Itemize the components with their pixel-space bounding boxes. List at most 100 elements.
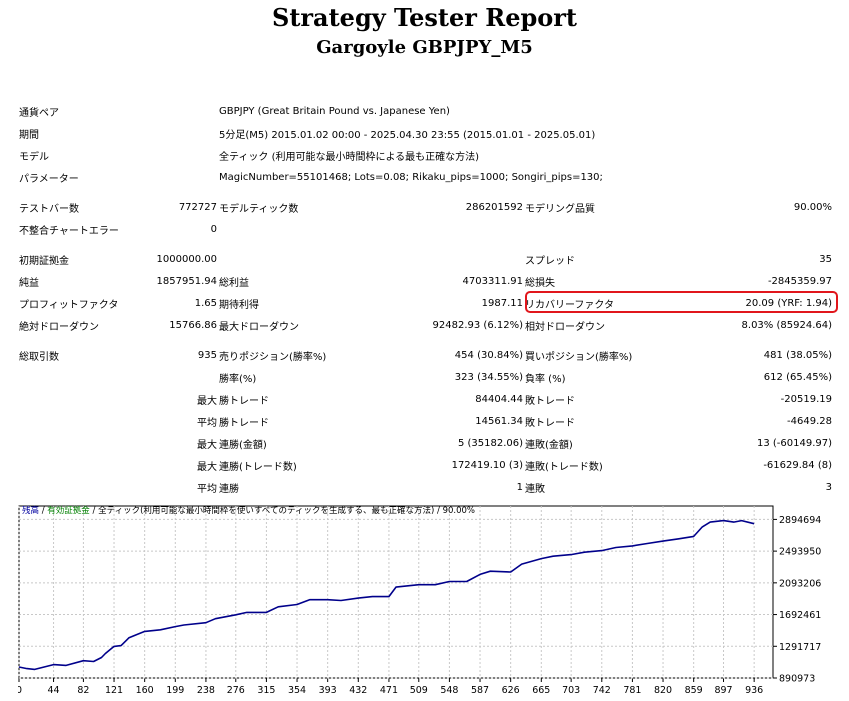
info-row-period: 期間 5分足(M5) 2015.01.02 00:00 - 2025.04.30…: [18, 122, 833, 144]
x-tick-label: 315: [257, 685, 275, 695]
info-row-model: モデル 全ティック (利用可能な最小時間枠による最も正確な方法): [18, 144, 833, 166]
consecutive-losses-amount-value: 13 (-60149.97): [756, 437, 832, 449]
stats-row-trades: 総取引数 935 売りポジション(勝率%) 454 (30.84%) 買いポジシ…: [18, 344, 833, 366]
x-tick-label: 238: [197, 685, 215, 695]
legend-separator: /: [434, 506, 443, 516]
max-consecutive-word: 最大: [197, 439, 217, 451]
model-label: モデル: [19, 151, 49, 163]
chart-legend: 残高 / 有効証拠金 / 全ティック(利用可能な最小時間枠を使いすべてのティック…: [22, 505, 475, 517]
x-tick-label: 393: [319, 685, 337, 695]
x-tick-label: 509: [410, 685, 428, 695]
y-tick-label: 2493950: [779, 547, 821, 558]
stats-row-mismatch: 不整合チャートエラー 0: [18, 218, 833, 240]
y-tick-label: 2894694: [779, 515, 821, 526]
spread-label: スプレッド: [525, 255, 575, 267]
spread-value: 35: [819, 253, 832, 265]
symbol-value: GBPJPY (Great Britain Pound vs. Japanese…: [219, 105, 450, 117]
y-tick-label: 2093206: [779, 578, 821, 589]
recovery-factor-value: 20.09 (YRF: 1.94): [745, 297, 832, 309]
average-consecutive-word: 平均: [197, 483, 217, 495]
legend-model: 全ティック(利用可能な最小時間枠を使いすべてのティックを生成する、最も正確な方法…: [98, 506, 435, 516]
balance-chart: 0 44 82 121 160 199 238 276 315 354 393 432 471 509 54…: [18, 505, 821, 695]
x-tick-label: 859: [685, 685, 703, 695]
legend-separator: /: [39, 506, 48, 516]
max-consecutive-count-word: 最大: [197, 461, 217, 473]
largest-word: 最大: [197, 395, 217, 407]
x-tick-label: 0: [18, 685, 22, 695]
average-win-label: 勝トレード: [219, 417, 269, 429]
expected-payoff-value: 1987.11: [481, 297, 523, 309]
consecutive-losses-count-value: -61629.84 (8): [763, 459, 832, 471]
x-tick-label: 897: [714, 685, 732, 695]
deposit-label: 初期証拠金: [19, 255, 69, 267]
x-tick-label: 820: [654, 685, 672, 695]
x-tick-label: 548: [440, 685, 458, 695]
info-row-parameters: パラメーター MagicNumber=55101468; Lots=0.08; …: [18, 166, 833, 188]
report-subtitle: Gargoyle GBPJPY_M5: [316, 37, 533, 58]
gross-profit-label: 総利益: [219, 277, 249, 289]
consecutive-losses-count-label: 連敗(トレード数): [525, 461, 603, 473]
consecutive-wins-count-label: 連勝(トレード数): [219, 461, 297, 473]
x-tick-label: 276: [227, 685, 245, 695]
x-tick-label: 199: [166, 685, 184, 695]
report-table: 通貨ペア GBPJPY (Great Britain Pound vs. Jap…: [18, 100, 833, 498]
model-value: 全ティック (利用可能な最小時間枠による最も正確な方法): [219, 151, 480, 163]
x-tick-label: 742: [593, 685, 611, 695]
stats-row-profit-factor: プロフィットファクタ 1.65 期待利得 1987.11 リカバリーファクタ 2…: [18, 292, 833, 314]
loss-rate-label: 負率 (%): [525, 373, 566, 385]
expected-payoff-label: 期待利得: [219, 299, 259, 311]
recovery-factor-label: リカバリーファクタ: [525, 299, 614, 311]
average-loss-value: -4649.28: [787, 415, 832, 427]
average-consecutive-wins-label: 連勝: [219, 483, 239, 495]
stats-row-average: 平均 勝トレード 14561.34 敗トレード -4649.28: [18, 410, 833, 432]
quality-label: モデリング品質: [525, 203, 595, 215]
gross-loss-label: 総損失: [525, 277, 555, 289]
stats-row-net: 純益 1857951.94 総利益 4703311.91 総損失 -284535…: [18, 270, 833, 292]
x-tick-label: 432: [349, 685, 367, 695]
profit-factor-value: 1.65: [194, 297, 217, 309]
consecutive-wins-count-value: 172419.10 (3): [451, 459, 523, 471]
average-win-value: 14561.34: [475, 415, 523, 427]
consecutive-wins-amount-label: 連勝(金額): [219, 439, 267, 451]
consecutive-losses-amount-label: 連敗(金額): [525, 439, 573, 451]
y-tick-label: 1291717: [779, 642, 821, 653]
symbol-label: 通貨ペア: [19, 107, 59, 119]
stats-row-average-consecutive: 平均 連勝 1 連敗 3: [18, 476, 833, 498]
stats-row-deposit: 初期証拠金 1000000.00 スプレッド 35: [18, 248, 833, 270]
stats-row-drawdown: 絶対ドローダウン 15766.86 最大ドローダウン 92482.93 (6.1…: [18, 314, 833, 336]
stats-row-consecutive-amount: 最大 連勝(金額) 5 (35182.06) 連敗(金額) 13 (-60149…: [18, 432, 833, 454]
absolute-drawdown-label: 絶対ドローダウン: [19, 321, 99, 333]
long-positions-value: 481 (38.05%): [763, 349, 832, 361]
x-tick-label: 781: [623, 685, 641, 695]
relative-drawdown-value: 8.03% (85924.64): [741, 319, 832, 331]
legend-quality: 90.00%: [442, 506, 475, 516]
x-tick-label: 665: [532, 685, 550, 695]
bars-label: テストバー数: [19, 203, 79, 215]
stats-row-largest: 最大 勝トレード 84404.44 敗トレード -20519.19: [18, 388, 833, 410]
x-tick-label: 587: [471, 685, 489, 695]
stats-row-consecutive-count: 最大 連勝(トレード数) 172419.10 (3) 連敗(トレード数) -61…: [18, 454, 833, 476]
x-tick-label: 160: [136, 685, 154, 695]
stats-row-bars: テストバー数 772727 モデルティック数 286201592 モデリング品質…: [18, 196, 833, 218]
stats-row-win-rate: 勝率(%) 323 (34.55%) 負率 (%) 612 (65.45%): [18, 366, 833, 388]
mismatch-label: 不整合チャートエラー: [19, 225, 119, 237]
largest-win-label: 勝トレード: [219, 395, 269, 407]
x-tick-label: 471: [380, 685, 398, 695]
average-consecutive-losses-value: 3: [825, 481, 832, 493]
legend-equity: 有効証拠金: [47, 506, 90, 516]
gross-loss-value: -2845359.97: [767, 275, 832, 287]
ticks-label: モデルティック数: [219, 203, 299, 215]
short-positions-label: 売りポジション(勝率%): [219, 351, 327, 363]
relative-drawdown-label: 相対ドローダウン: [525, 321, 605, 333]
plot-frame: [18, 505, 774, 679]
y-tick-label: 1692461: [779, 610, 821, 621]
x-tick-label: 121: [105, 685, 123, 695]
loss-rate-value: 612 (65.45%): [763, 371, 832, 383]
mismatch-value: 0: [210, 223, 217, 235]
y-tick-label: 890973: [779, 674, 815, 685]
x-tick-label: 82: [77, 685, 89, 695]
win-rate-value: 323 (34.55%): [454, 371, 523, 383]
balance-line: [18, 519, 755, 671]
ticks-value: 286201592: [465, 201, 523, 213]
average-consecutive-wins-value: 1: [516, 481, 523, 493]
